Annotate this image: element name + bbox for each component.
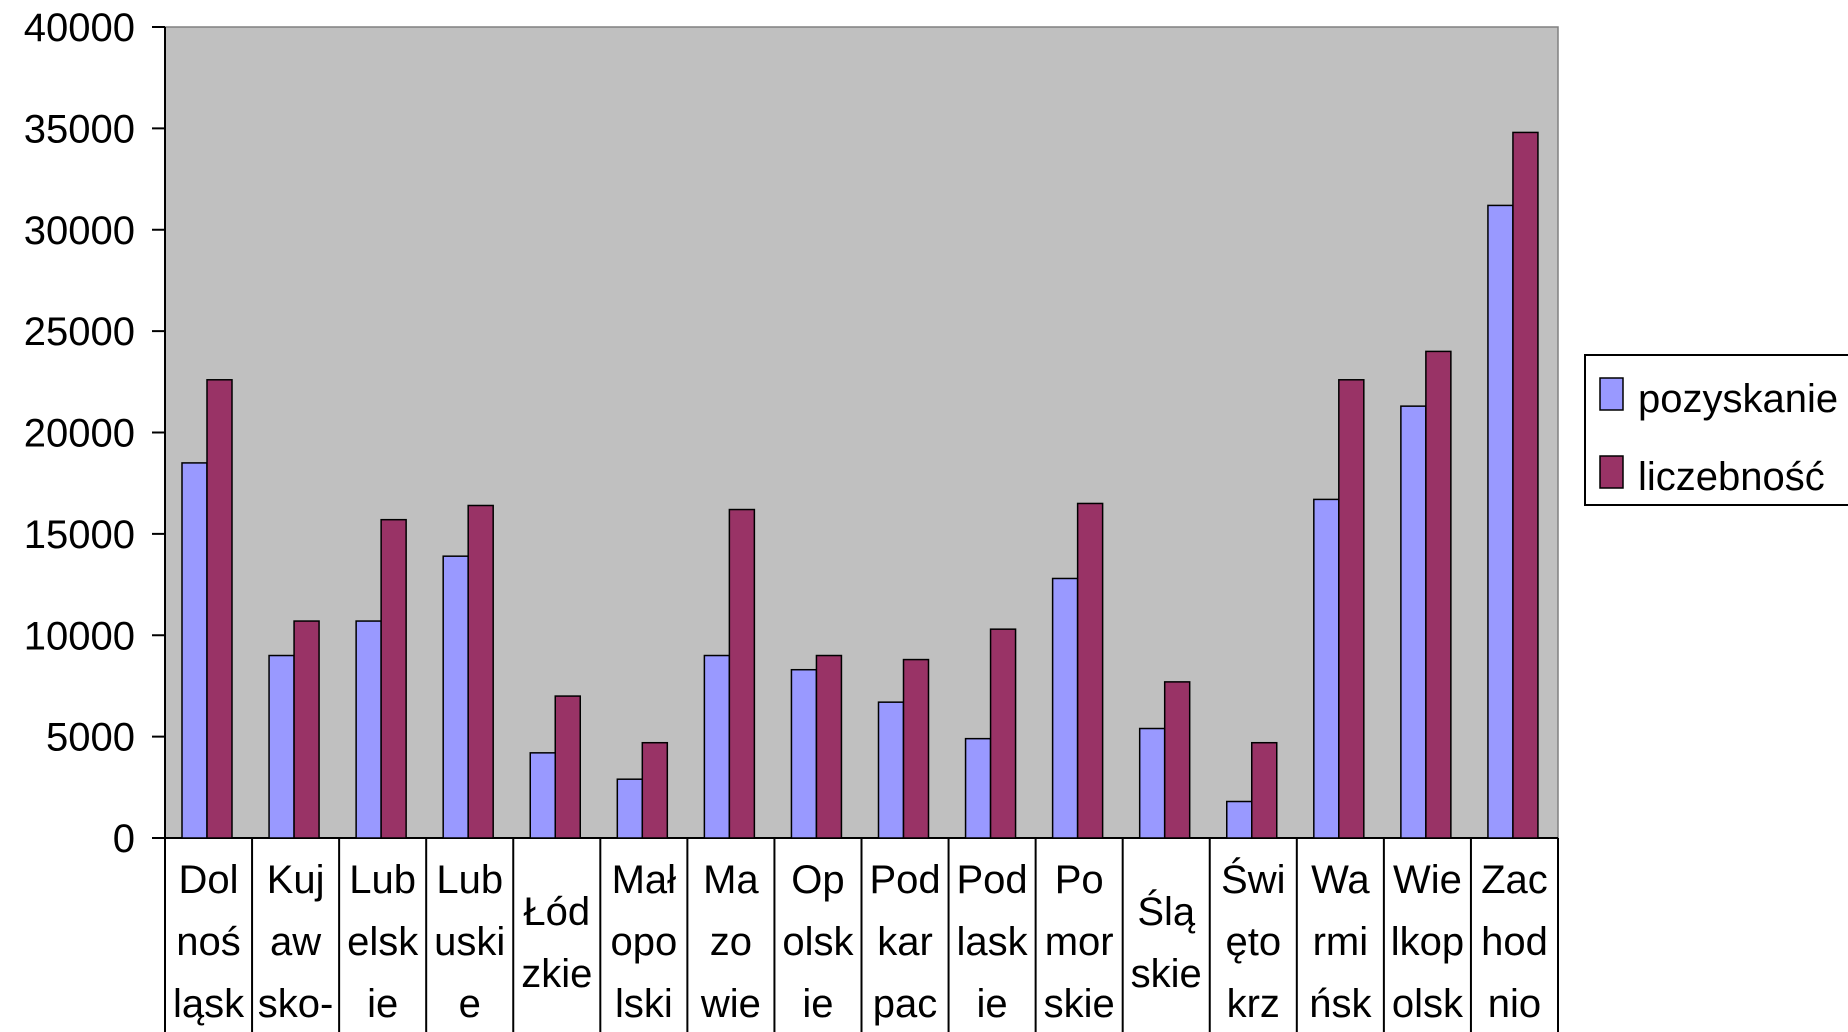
x-category-label: Pod kar pac — [869, 858, 940, 1026]
bar-pozyskanie — [1138, 727, 1166, 839]
bar-pozyskanie — [355, 620, 382, 839]
bar-pozyskanie — [790, 668, 818, 839]
y-tick-label: 20000 — [24, 412, 135, 456]
bar-pozyskanie — [181, 462, 208, 839]
bar-liczebność — [989, 628, 1017, 839]
x-category-label: Ma zo wie — [700, 858, 761, 1026]
y-tick-label: 40000 — [24, 6, 135, 50]
bar-liczebność — [815, 654, 843, 839]
x-category-label: Pod lask ie — [957, 858, 1029, 1026]
x-category-label: Lub uski e — [434, 858, 505, 1026]
bar-liczebność — [728, 508, 756, 839]
bar-pozyskanie — [703, 654, 731, 839]
bar-pozyskanie — [442, 555, 469, 839]
bar-pozyskanie — [1400, 405, 1427, 839]
y-tick-label: 30000 — [24, 209, 135, 253]
bar-liczebność — [467, 504, 494, 839]
bar-liczebność — [1163, 681, 1191, 839]
x-category-label: Op olsk ie — [782, 858, 854, 1026]
bar-liczebność — [293, 620, 320, 839]
legend-swatch-liczebnosc — [1599, 455, 1624, 489]
y-tick-label: 15000 — [24, 513, 135, 557]
bar-liczebność — [902, 658, 930, 839]
bar-liczebność — [1425, 350, 1452, 839]
bar-pozyskanie — [1313, 498, 1340, 839]
x-category-label: Wa rmi ńsk — [1309, 858, 1372, 1026]
bar-pozyskanie — [529, 752, 556, 839]
bar-liczebność — [1512, 131, 1539, 839]
x-category-label: Kuj aw sko- — [258, 858, 334, 1026]
x-category-label: Zac hod nio — [1481, 858, 1548, 1026]
bar-pozyskanie — [1487, 204, 1514, 839]
legend-swatch-pozyskanie — [1599, 377, 1624, 411]
x-category-label: Wie lkop olsk — [1391, 858, 1464, 1026]
bar-liczebność — [1251, 741, 1278, 839]
bar-pozyskanie — [877, 701, 905, 839]
bar-pozyskanie — [964, 737, 992, 839]
bars — [181, 131, 1539, 839]
x-category-label: Ślą skie — [1131, 888, 1202, 996]
x-category-label: Łód zkie — [521, 890, 592, 996]
legend-label-liczebnosc: liczebność — [1638, 455, 1825, 499]
x-category-label: Dol noś ląsk — [173, 858, 245, 1026]
x-category-label: Lub elsk ie — [347, 858, 419, 1026]
x-category-label: Mał opo lski — [610, 858, 677, 1026]
bar-liczebność — [641, 741, 669, 839]
bar-pozyskanie — [616, 778, 644, 839]
y-tick-label: 10000 — [24, 614, 135, 658]
bar-pozyskanie — [1226, 800, 1253, 839]
legend: pozyskanie liczebność — [1584, 354, 1848, 506]
x-category-label: Świ ęto krz — [1221, 856, 1285, 1026]
legend-label-pozyskanie: pozyskanie — [1638, 377, 1838, 421]
y-tick-label: 25000 — [24, 310, 135, 354]
bar-liczebność — [1338, 379, 1365, 839]
bar-pozyskanie — [1051, 577, 1079, 839]
x-category-label: Po mor skie — [1044, 858, 1115, 1026]
bar-liczebność — [554, 695, 581, 839]
bar-pozyskanie — [268, 654, 295, 839]
y-tick-label: 5000 — [46, 716, 135, 760]
legend-box — [1584, 354, 1848, 506]
y-tick-label: 0 — [113, 817, 135, 861]
bar-liczebność — [1076, 502, 1104, 839]
y-tick-label: 35000 — [24, 107, 135, 151]
bar-liczebność — [380, 518, 407, 839]
y-axis: 0 5000 10000 15000 20000 25000 30000 35000 40000 — [24, 6, 166, 861]
bar-liczebność — [206, 379, 233, 839]
